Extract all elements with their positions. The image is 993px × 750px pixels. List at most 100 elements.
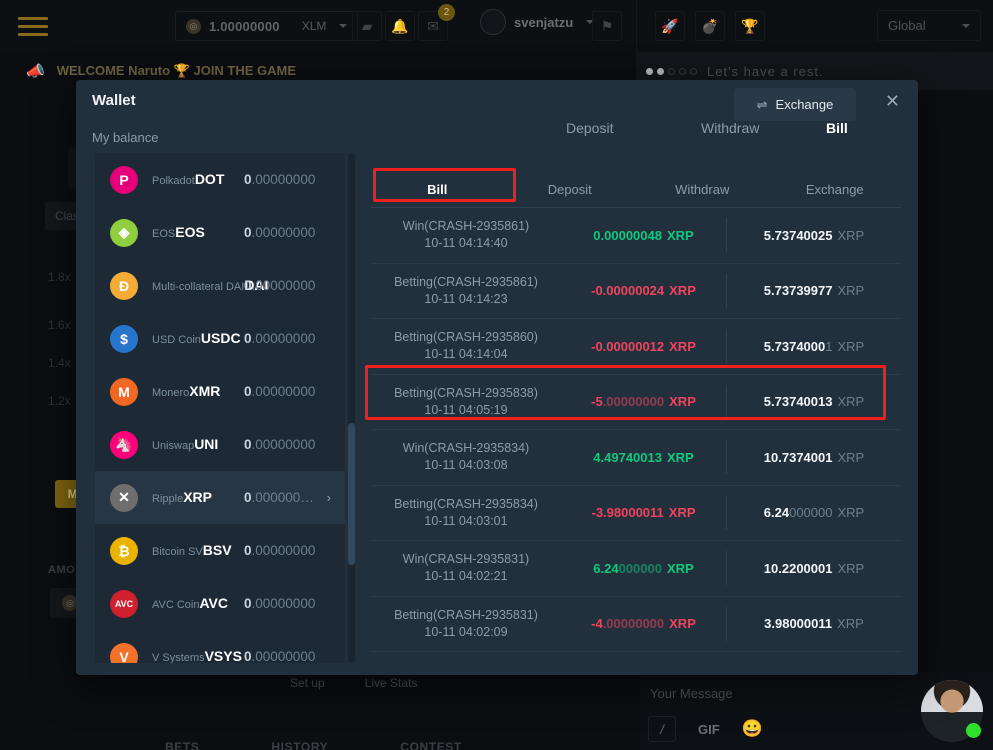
transaction-time: 10-11 04:05:19 (424, 402, 508, 417)
scrollbar-thumb[interactable] (348, 423, 355, 565)
divider (636, 0, 637, 52)
hamburger-menu-icon[interactable] (18, 16, 48, 36)
coin-row[interactable]: ✕ RippleXRP 0.000000… › (95, 471, 345, 524)
divider (726, 440, 727, 475)
chevron-down-icon[interactable] (586, 20, 595, 24)
coin-icon: 🦄 (110, 430, 138, 459)
transaction-time: 10-11 04:02:21 (424, 569, 508, 584)
sub-tab-exchange[interactable]: Exchange (805, 182, 864, 197)
transaction-row[interactable]: Win(CRASH-2935861) 10-11 04:14:40 0.000000… (371, 208, 901, 264)
transaction-row[interactable]: Betting(CRASH-2935831) 10-11 04:02:09 -4.0… (371, 597, 901, 652)
flag-icon[interactable]: ⚑ (592, 11, 622, 41)
bomb-icon[interactable]: 💣 (695, 11, 725, 41)
transaction-balance: 10.2200001 XRP (763, 560, 865, 576)
coin-row[interactable]: Ð Multi-collateral DAIDAI 0.00000000 (95, 259, 345, 312)
gif-button[interactable]: GIF (698, 721, 720, 737)
top-tab-withdraw[interactable]: Withdraw (701, 120, 760, 136)
divider (726, 384, 727, 419)
balance-display[interactable]: ◎ 1.00000000 XLM (175, 11, 359, 41)
transaction-amount: -3.98000011 XRP (591, 505, 696, 521)
tab-setup[interactable]: Set up (290, 676, 325, 690)
transaction-label: Win(CRASH-2935861) 10-11 04:14:40 (371, 218, 561, 252)
transaction-amount: 0.00000048 XRP (593, 227, 694, 243)
tab-history[interactable]: HISTORY (271, 740, 329, 750)
slash-command-icon[interactable]: / (648, 716, 676, 742)
coin-row[interactable]: $ USD CoinUSDC 0.00000000 (95, 312, 345, 365)
megaphone-icon: 📣 (26, 63, 45, 80)
chevron-right-icon[interactable]: › (326, 490, 331, 505)
rocket-icon[interactable]: 🚀 (655, 11, 685, 41)
coin-amount: 0.00000000 (244, 331, 316, 346)
transaction-name: Betting(CRASH-2935860) (394, 330, 538, 345)
balance-currency: XRP (837, 560, 865, 576)
coin-amount: 0.00000000 (244, 649, 316, 663)
transaction-amount: -0.00000012 XRP (591, 338, 696, 354)
transaction-currency: XRP (669, 338, 696, 354)
coin-amount: 0.000000… (244, 490, 314, 505)
coin-full-name: AVC Coin (152, 598, 200, 611)
coin-icon: V (110, 642, 138, 663)
coin-icon: ◎ (62, 595, 78, 611)
transaction-time: 10-11 04:14:04 (424, 347, 508, 362)
exchange-button[interactable]: ⇌ Exchange (734, 88, 856, 121)
coin-balance-list[interactable]: P PolkadotDOT 0.00000000 ◈ EOSEOS 0.00000000 Ð… (95, 153, 345, 663)
wallet-icon[interactable]: ▰ (352, 11, 382, 41)
transaction-list[interactable]: Win(CRASH-2935861) 10-11 04:14:40 0.000000… (371, 208, 901, 660)
top-tab-deposit[interactable]: Deposit (566, 120, 614, 136)
top-navigation-bar: ◎ 1.00000000 XLM ▰ 🔔 ✉ 2 svenjatzu ⚑ 🚀 💣… (0, 0, 993, 52)
top-tab-bill[interactable]: Bill (826, 120, 848, 136)
transaction-label: Betting(CRASH-2935831) 10-11 04:02:09 (371, 607, 561, 641)
coin-row[interactable]: ◈ EOSEOS 0.00000000 (95, 206, 345, 259)
chat-toolbar: / GIF 😀 (648, 716, 763, 742)
transaction-row[interactable]: Betting(CRASH-2935834) 10-11 04:03:01 -3.9… (371, 486, 901, 541)
trophy-icon[interactable]: 🏆 (735, 11, 765, 41)
transaction-name: Betting(CRASH-2935838) (394, 385, 538, 400)
coin-row[interactable]: V V SystemsVSYS 0.00000000 (95, 630, 345, 663)
coin-row[interactable]: P PolkadotDOT 0.00000000 (95, 153, 345, 206)
coin-row[interactable]: AVC AVC CoinAVC 0.00000000 (95, 577, 345, 630)
balance-currency: XRP (837, 283, 865, 299)
coin-list-scrollbar[interactable] (348, 153, 355, 663)
username-label: svenjatzu (514, 14, 574, 30)
transaction-row[interactable]: Betting(CRASH-2935861) 10-11 04:14:23 -0.0… (371, 264, 901, 319)
chat-message-input[interactable]: Your Message (650, 685, 733, 701)
coin-name-group: PolkadotDOT (152, 171, 240, 189)
tab-bets[interactable]: BETS (165, 740, 200, 750)
balance-currency: XRP (837, 505, 865, 521)
transaction-label: Betting(CRASH-2935861) 10-11 04:14:23 (371, 274, 561, 308)
transaction-label: Win(CRASH-2935834) 10-11 04:03:08 (371, 440, 561, 474)
bell-icon[interactable]: 🔔 (385, 11, 415, 41)
y-tick-1: 1.6x (48, 318, 71, 332)
coin-symbol: DAI (244, 276, 269, 293)
emoji-picker-icon[interactable]: 😀 (741, 719, 763, 738)
coin-icon: Ð (110, 271, 138, 300)
coin-symbol: USDC (200, 329, 241, 346)
chevron-down-icon[interactable] (339, 24, 348, 28)
global-chat-select[interactable]: Global (877, 10, 981, 41)
close-icon[interactable]: ✕ (884, 91, 900, 111)
coin-row[interactable]: 🦄 UniswapUNI 0.00000000 (95, 418, 345, 471)
game-bottom-tabs: Set up Live Stats (290, 676, 417, 690)
coin-row[interactable]: ₿ Bitcoin SVBSV 0.00000000 (95, 524, 345, 577)
sub-tab-bill[interactable]: Bill (427, 182, 448, 197)
tab-contest[interactable]: CONTEST (400, 740, 462, 750)
coin-icon: M (110, 377, 138, 406)
transaction-row[interactable]: Betting(CRASH-2935860) 10-11 04:14:04 -0.0… (371, 319, 901, 375)
coin-full-name: EOS (152, 227, 176, 240)
coin-row[interactable]: M MoneroXMR 0.00000000 (95, 365, 345, 418)
y-tick-3: 1.2x (48, 394, 71, 408)
tab-live-stats[interactable]: Live Stats (364, 676, 418, 690)
coin-scroll-container: P PolkadotDOT 0.00000000 ◈ EOSEOS 0.00000000 Ð… (95, 153, 345, 663)
transaction-row[interactable]: Betting(CRASH-2935838) 10-11 04:05:19 -5.0… (371, 375, 901, 430)
mail-icon[interactable]: ✉ 2 (418, 4, 455, 41)
coin-name-group: V SystemsVSYS (152, 648, 242, 664)
transaction-row[interactable]: Win(CRASH-2935831) 10-11 04:02:21 6.240000… (371, 541, 901, 597)
transaction-balance: 10.7374001 XRP (763, 449, 865, 465)
coin-name-group: USD CoinUSDC (152, 329, 241, 348)
transaction-row[interactable]: Win(CRASH-2935834) 10-11 04:03:08 4.497400… (371, 430, 901, 486)
sub-tab-deposit[interactable]: Deposit (547, 182, 592, 197)
coin-name-group: RippleXRP (152, 489, 240, 507)
sub-tab-withdraw[interactable]: Withdraw (675, 182, 730, 197)
user-menu[interactable]: svenjatzu (480, 9, 595, 35)
